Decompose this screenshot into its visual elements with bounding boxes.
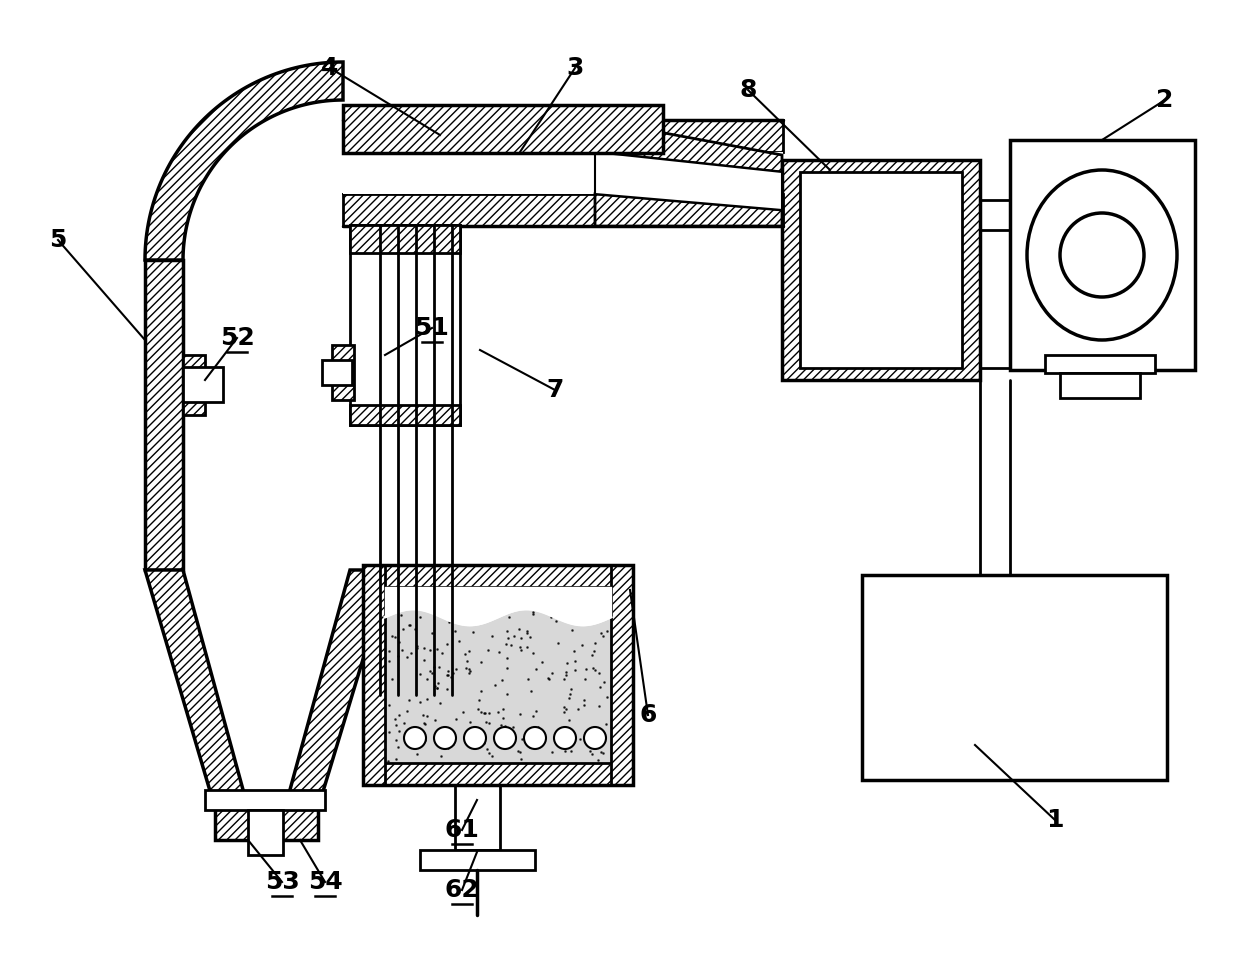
Text: 7: 7 bbox=[546, 378, 564, 402]
Bar bbox=[349, 225, 460, 425]
Bar bbox=[343, 120, 783, 152]
Text: 2: 2 bbox=[1156, 88, 1173, 112]
Circle shape bbox=[494, 727, 515, 749]
Circle shape bbox=[463, 727, 486, 749]
Bar bbox=[183, 355, 204, 415]
Bar bbox=[1061, 373, 1140, 398]
Bar bbox=[363, 565, 633, 785]
Ellipse shape bbox=[1027, 170, 1177, 340]
Polygon shape bbox=[595, 194, 782, 226]
Bar bbox=[349, 225, 460, 253]
Bar bbox=[611, 565, 633, 785]
Bar bbox=[322, 360, 352, 385]
Text: 3: 3 bbox=[566, 56, 584, 80]
Polygon shape bbox=[595, 152, 782, 210]
Text: 51: 51 bbox=[415, 316, 450, 340]
Text: 61: 61 bbox=[445, 818, 479, 842]
Bar bbox=[349, 405, 460, 425]
Bar bbox=[385, 587, 611, 763]
Bar bbox=[800, 172, 961, 368]
Polygon shape bbox=[145, 62, 343, 260]
Text: 62: 62 bbox=[445, 878, 479, 902]
Bar bbox=[363, 565, 633, 587]
Bar bbox=[363, 763, 633, 785]
Bar bbox=[455, 785, 501, 850]
Bar bbox=[343, 105, 663, 153]
Circle shape bbox=[404, 727, 426, 749]
Bar bbox=[216, 808, 318, 840]
Text: 1: 1 bbox=[1046, 808, 1064, 832]
Circle shape bbox=[434, 727, 456, 749]
Text: 54: 54 bbox=[307, 870, 342, 894]
Text: 6: 6 bbox=[639, 703, 657, 727]
Text: 53: 53 bbox=[265, 870, 300, 894]
Bar bbox=[204, 790, 325, 810]
Text: 52: 52 bbox=[219, 326, 254, 350]
Circle shape bbox=[524, 727, 546, 749]
Text: 5: 5 bbox=[50, 228, 67, 252]
Polygon shape bbox=[595, 120, 782, 172]
Polygon shape bbox=[145, 570, 248, 808]
Bar bbox=[782, 160, 980, 380]
Bar bbox=[420, 850, 535, 870]
Bar bbox=[332, 345, 354, 400]
Bar bbox=[1044, 355, 1155, 373]
Bar bbox=[248, 810, 282, 855]
Bar bbox=[1010, 140, 1194, 370]
Bar bbox=[862, 575, 1167, 780]
Circle shape bbox=[584, 727, 606, 749]
Circle shape bbox=[554, 727, 576, 749]
Bar bbox=[363, 565, 385, 785]
Bar bbox=[145, 260, 183, 570]
Circle shape bbox=[1061, 213, 1144, 297]
Text: 4: 4 bbox=[321, 56, 338, 80]
Bar bbox=[183, 367, 223, 402]
Text: 8: 8 bbox=[740, 78, 757, 102]
Bar bbox=[343, 152, 783, 194]
Polygon shape bbox=[285, 570, 390, 808]
Bar bbox=[343, 194, 783, 226]
